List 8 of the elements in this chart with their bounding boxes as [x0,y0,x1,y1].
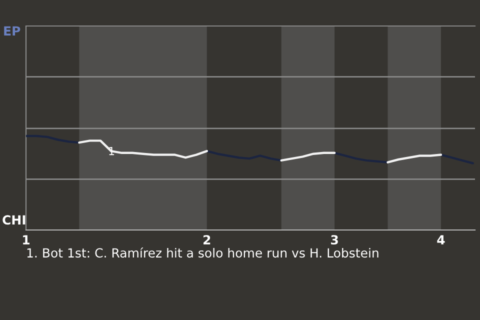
text: CHI [2,215,26,225]
x-tick-label: 4 [437,235,445,244]
annotation: 1 [109,146,114,156]
text: EP [4,26,20,36]
x-tick-label: 3 [331,235,338,245]
text: 1. Bot 1st: C. Ramírez hit a solo home run vs H. Lobstein [27,247,378,258]
x-tick-label: 1 [23,235,30,244]
x-tick-label: 2 [204,235,210,244]
